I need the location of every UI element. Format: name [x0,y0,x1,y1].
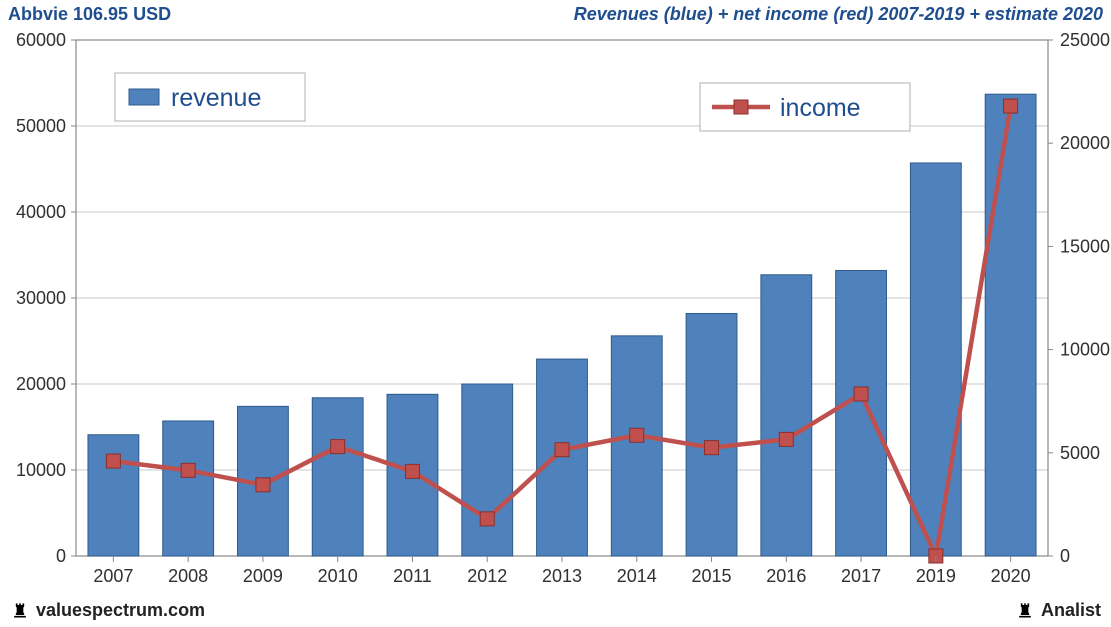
footer-left: valuespectrum.com [10,600,205,621]
income-marker [480,512,494,526]
income-marker [106,454,120,468]
svg-text:5000: 5000 [1060,443,1100,463]
svg-text:2008: 2008 [168,566,208,586]
header-left-title: Abbvie 106.95 USD [8,4,171,25]
svg-text:2020: 2020 [991,566,1031,586]
income-marker [331,440,345,454]
revenue-bar [910,163,961,556]
legend-income-label: income [780,94,861,122]
svg-text:0: 0 [56,546,66,566]
svg-text:2013: 2013 [542,566,582,586]
svg-text:20000: 20000 [16,374,66,394]
svg-text:60000: 60000 [16,30,66,50]
income-marker [779,432,793,446]
svg-text:25000: 25000 [1060,30,1110,50]
revenue-bar [836,270,887,556]
svg-text:40000: 40000 [16,202,66,222]
rook-icon [1015,600,1035,620]
svg-text:20000: 20000 [1060,133,1110,153]
svg-text:2014: 2014 [617,566,657,586]
svg-text:2016: 2016 [766,566,806,586]
svg-text:2010: 2010 [318,566,358,586]
rook-icon [10,600,30,620]
svg-text:0: 0 [1060,546,1070,566]
svg-text:2007: 2007 [93,566,133,586]
chart-svg: 0 10000 20000 30000 40000 50000 60000 0 5000 1000… [0,28,1111,595]
header-bar: Abbvie 106.95 USD Revenues (blue) + net … [0,0,1111,28]
income-marker [555,443,569,457]
footer-right: Analist [1015,600,1101,621]
income-marker [705,441,719,455]
revenue-bar [761,275,812,556]
revenue-bar [312,398,363,556]
footer-right-text: Analist [1041,600,1101,621]
svg-text:50000: 50000 [16,116,66,136]
income-marker [256,478,270,492]
svg-text:10000: 10000 [1060,340,1110,360]
svg-text:2017: 2017 [841,566,881,586]
income-marker [181,463,195,477]
income-marker [630,428,644,442]
chart-container: Abbvie 106.95 USD Revenues (blue) + net … [0,0,1111,627]
revenue-bar [163,421,214,556]
svg-text:2019: 2019 [916,566,956,586]
svg-text:2009: 2009 [243,566,283,586]
footer-left-text: valuespectrum.com [36,600,205,621]
income-marker [405,464,419,478]
svg-text:2015: 2015 [692,566,732,586]
revenue-bar [462,384,513,556]
revenue-bar [985,94,1036,556]
header-right-title: Revenues (blue) + net income (red) 2007-… [574,4,1103,25]
footer-bar: valuespectrum.com Analist [0,597,1111,623]
income-marker [1004,99,1018,113]
income-marker [854,387,868,401]
revenue-bar [611,336,662,556]
svg-text:15000: 15000 [1060,236,1110,256]
revenue-bar [537,359,588,556]
revenue-bar [686,313,737,556]
legend-revenue-label: revenue [171,84,261,112]
svg-text:30000: 30000 [16,288,66,308]
plot-area: 0 10000 20000 30000 40000 50000 60000 0 5000 1000… [0,28,1111,595]
svg-text:10000: 10000 [16,460,66,480]
revenue-bar [88,435,139,556]
svg-text:2012: 2012 [467,566,507,586]
svg-text:2011: 2011 [393,566,432,586]
